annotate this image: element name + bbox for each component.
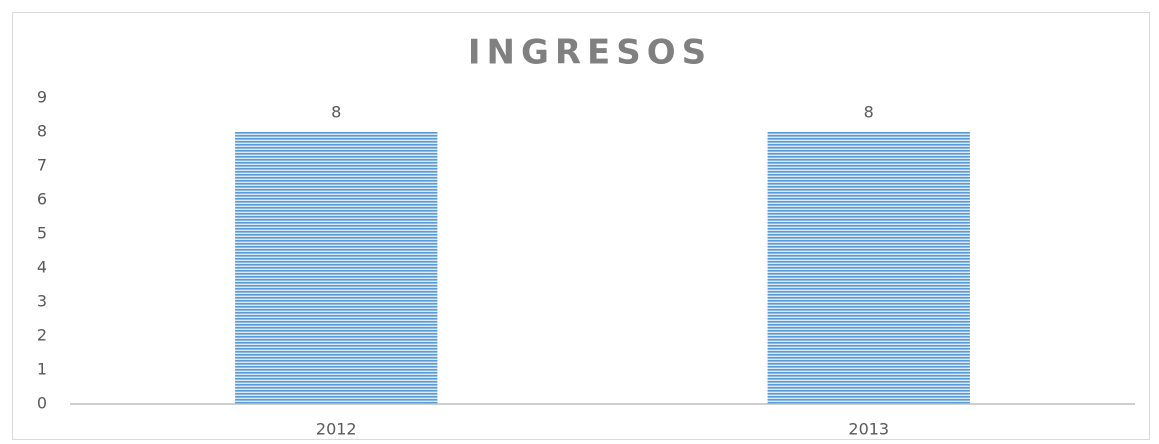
y-tick-label: 3 (37, 292, 47, 311)
chart-border (12, 12, 1150, 440)
y-tick-label: 2 (37, 326, 47, 345)
data-label: 8 (864, 103, 874, 122)
y-tick-label: 1 (37, 360, 47, 379)
bar (767, 132, 970, 404)
y-tick-label: 5 (37, 224, 47, 243)
chart-title: INGRESOS (468, 33, 712, 73)
y-tick-label: 8 (37, 122, 47, 141)
y-tick-label: 9 (37, 88, 47, 107)
y-tick-label: 0 (37, 394, 47, 413)
data-label: 8 (331, 103, 341, 122)
y-tick-label: 6 (37, 190, 47, 209)
x-tick-label: 2013 (848, 420, 889, 439)
y-tick-label: 7 (37, 156, 47, 175)
x-tick-label: 2012 (316, 420, 357, 439)
bar (235, 132, 438, 404)
y-tick-label: 4 (37, 258, 47, 277)
